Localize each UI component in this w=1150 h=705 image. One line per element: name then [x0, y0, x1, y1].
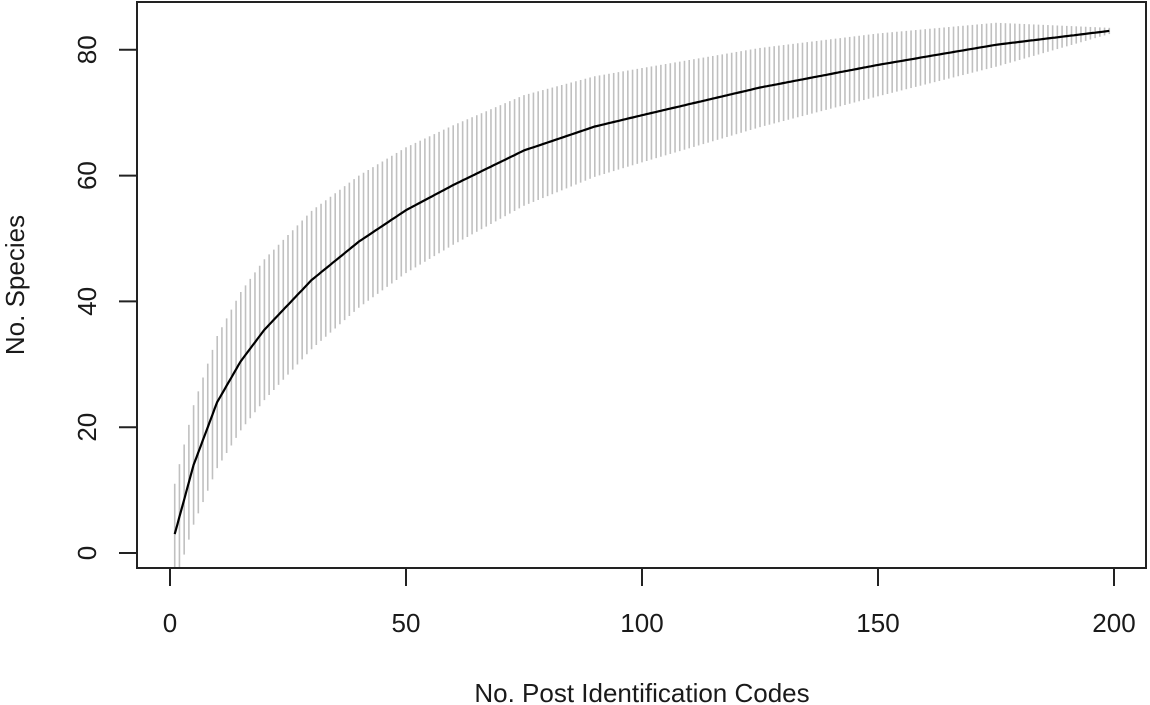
x-tick-label: 50 — [392, 608, 421, 638]
mean-curve — [173, 29, 1110, 535]
y-axis: 0 20 40 60 80 — [72, 35, 137, 560]
x-tick-label: 150 — [856, 608, 899, 638]
y-tick-label: 80 — [72, 35, 102, 64]
x-tick-label: 0 — [163, 608, 177, 638]
x-tick-label: 100 — [620, 608, 663, 638]
y-tick-label: 60 — [72, 161, 102, 190]
y-tick-label: 20 — [72, 413, 102, 442]
x-axis: 0 50 100 150 200 — [163, 568, 1136, 638]
error-bars — [173, 22, 1111, 568]
y-axis-title: No. Species — [0, 215, 30, 355]
x-axis-title: No. Post Identification Codes — [474, 678, 809, 705]
x-tick-label: 200 — [1092, 608, 1135, 638]
y-tick-label: 40 — [72, 287, 102, 316]
y-tick-label: 0 — [72, 546, 102, 560]
